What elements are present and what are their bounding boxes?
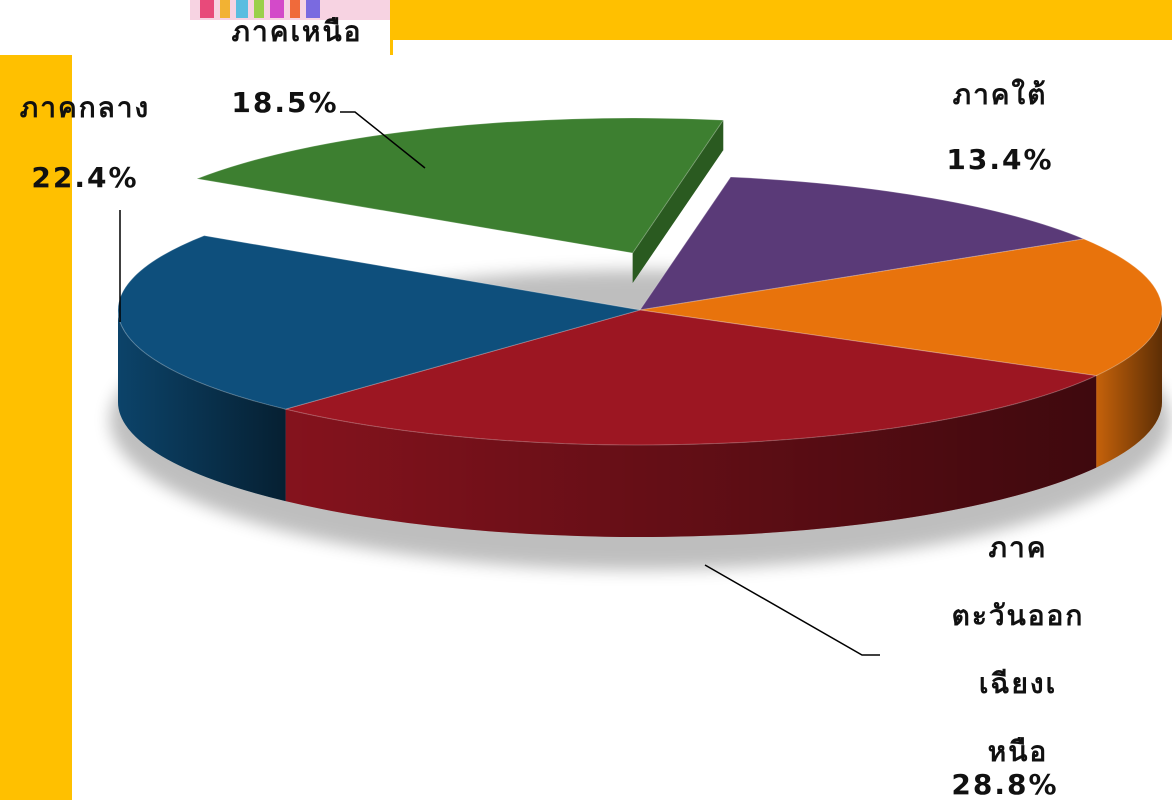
pie (117, 117, 1163, 537)
side-shade (285, 375, 1097, 537)
value-label: 28.8% (951, 768, 1059, 800)
slice-side (632, 120, 724, 284)
side-shade (1096, 310, 1162, 468)
leader-lines (119, 111, 880, 656)
slice (639, 238, 1163, 377)
slice (283, 309, 1098, 446)
left-bar (0, 55, 72, 800)
value-label: 13.4% (946, 143, 1054, 176)
top-bar-edge (390, 40, 393, 55)
slice-label: ภาคกลาง (19, 91, 151, 124)
slice-label: ภาคเหนือ (231, 15, 363, 48)
value-label: 22.4% (31, 161, 139, 194)
slice (117, 235, 641, 410)
slice (638, 176, 1086, 311)
slice (194, 117, 725, 254)
header-image (190, 0, 390, 20)
side-shade (118, 310, 286, 502)
value-label: 18.5% (231, 86, 339, 119)
slice-label: ภาคใต้ (952, 78, 1048, 111)
slice-label: ภาค ตะวันออกเฉียงเ หนือ (951, 531, 1085, 768)
top-bar (390, 0, 1172, 40)
